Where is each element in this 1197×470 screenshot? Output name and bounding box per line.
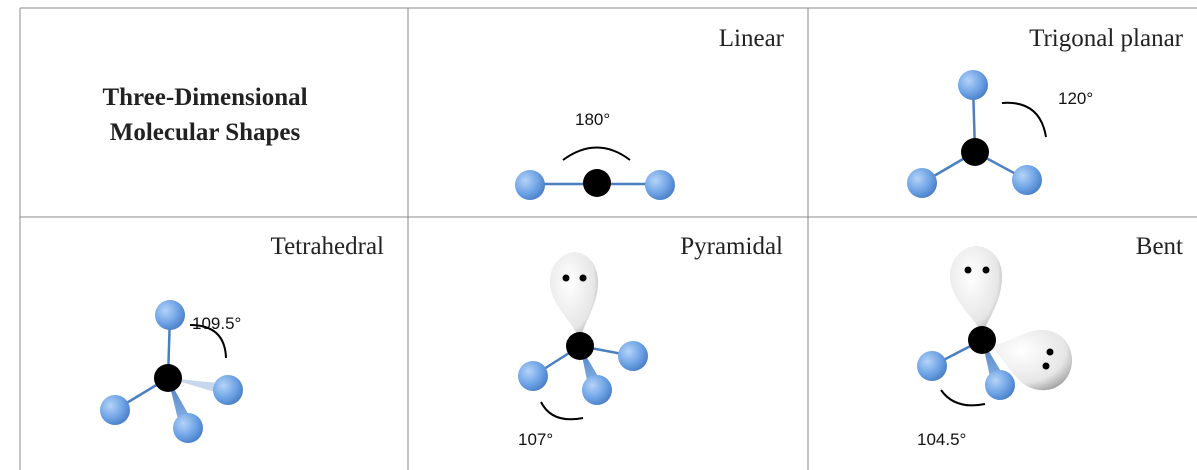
trigonal-molecule (907, 70, 1047, 198)
table-grid (19, 7, 1197, 470)
shape-name: Trigonal planar (1029, 25, 1184, 52)
angle-label: 109.5° (192, 314, 241, 333)
angle-label: 120° (1058, 89, 1093, 108)
tetrahedral-molecule (100, 300, 243, 443)
header-title: Three-Dimensional (102, 84, 307, 111)
pyramidal-molecule (518, 252, 648, 421)
shape-name: Tetrahedral (271, 233, 385, 260)
angle-label: 107° (518, 430, 553, 449)
angle-label: 104.5° (917, 430, 966, 449)
header-title: Molecular Shapes (110, 119, 301, 146)
angle-label: 180° (575, 110, 610, 129)
shape-name: Linear (719, 25, 785, 52)
shape-name: Pyramidal (680, 233, 783, 260)
shape-name: Bent (1136, 233, 1183, 260)
bent-molecule (917, 246, 1072, 407)
linear-molecule (515, 146, 675, 200)
